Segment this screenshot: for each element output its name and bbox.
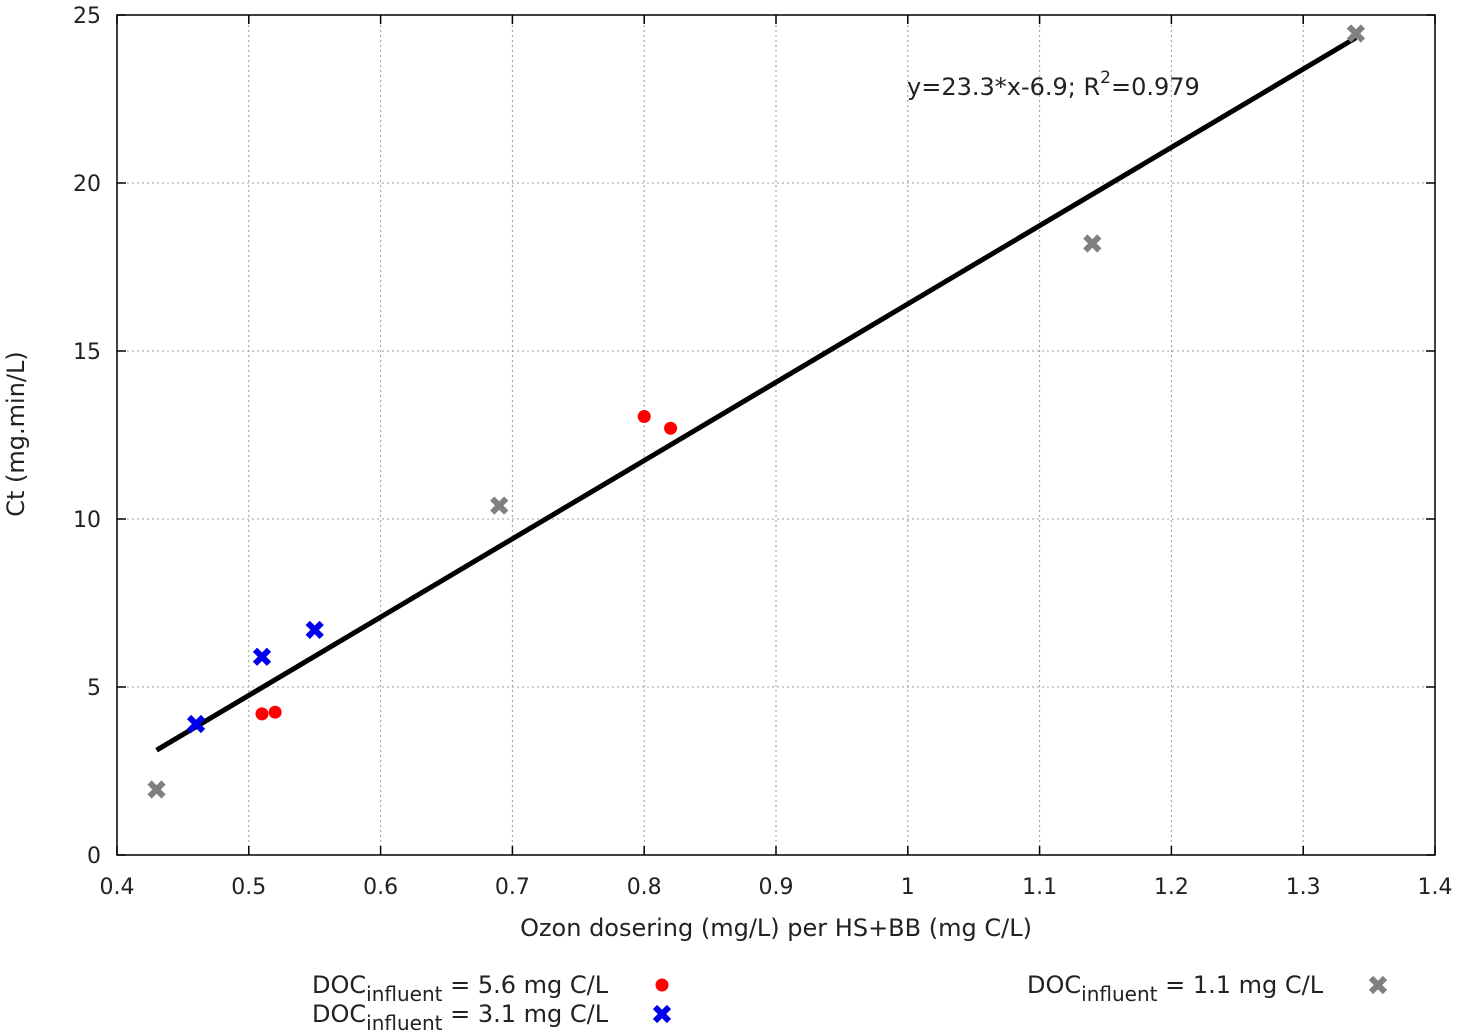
x-tick-label: 0.7 xyxy=(495,875,530,900)
x-tick-labels: 0.4 0.5 0.6 0.7 0.8 0.9 1 1.1 1.2 1.3 1.4 xyxy=(100,875,1453,900)
data-point xyxy=(252,647,272,666)
axis-ticks xyxy=(116,14,1436,856)
x-tick-label: 0.5 xyxy=(231,875,266,900)
data-point xyxy=(637,410,651,424)
legend-label: DOCinfluent = 1.1 mg C/L xyxy=(1027,971,1324,1006)
data-point xyxy=(664,421,678,435)
legend-marker xyxy=(655,978,669,992)
x-tick-label: 0.4 xyxy=(100,875,135,900)
y-tick-label: 5 xyxy=(87,676,101,701)
legend-label: DOCinfluent = 5.6 mg C/L xyxy=(312,971,609,1006)
legend-marker xyxy=(652,1004,672,1024)
data-points xyxy=(147,24,1366,799)
x-tick-label: 1.3 xyxy=(1286,875,1321,900)
legend-marker xyxy=(1368,975,1388,995)
x-tick-label: 1.1 xyxy=(1022,875,1057,900)
data-point xyxy=(255,707,269,721)
data-point xyxy=(186,714,206,734)
x-axis-label: Ozon dosering (mg/L) per HS+BB (mg C/L) xyxy=(520,914,1032,942)
legend-label: DOCinfluent = 3.1 mg C/L xyxy=(312,1000,609,1035)
grid xyxy=(117,15,1435,855)
data-point xyxy=(1083,234,1102,253)
data-point xyxy=(305,620,324,640)
x-tick-label: 0.9 xyxy=(759,875,794,900)
x-tick-label: 1.4 xyxy=(1418,875,1453,900)
y-tick-label: 15 xyxy=(73,340,101,365)
y-axis-label: Ct (mg.min/L) xyxy=(2,351,30,516)
y-tick-label: 0 xyxy=(87,844,101,869)
data-point xyxy=(147,780,166,799)
data-point xyxy=(1346,24,1366,43)
x-tick-label: 0.8 xyxy=(627,875,662,900)
regression-equation: y=23.3*x-6.9; R2=0.979 xyxy=(907,68,1200,101)
x-tick-label: 0.6 xyxy=(363,875,398,900)
y-tick-label: 10 xyxy=(73,508,101,533)
y-tick-label: 25 xyxy=(73,4,101,29)
y-tick-label: 20 xyxy=(73,172,101,197)
y-tick-labels: 0 5 10 15 20 25 xyxy=(73,4,101,869)
x-tick-label: 1.2 xyxy=(1154,875,1189,900)
x-tick-label: 1 xyxy=(901,875,915,900)
plot-frame xyxy=(116,14,1436,856)
data-point xyxy=(268,705,282,719)
regression-line xyxy=(155,35,1358,753)
data-point xyxy=(490,496,509,515)
